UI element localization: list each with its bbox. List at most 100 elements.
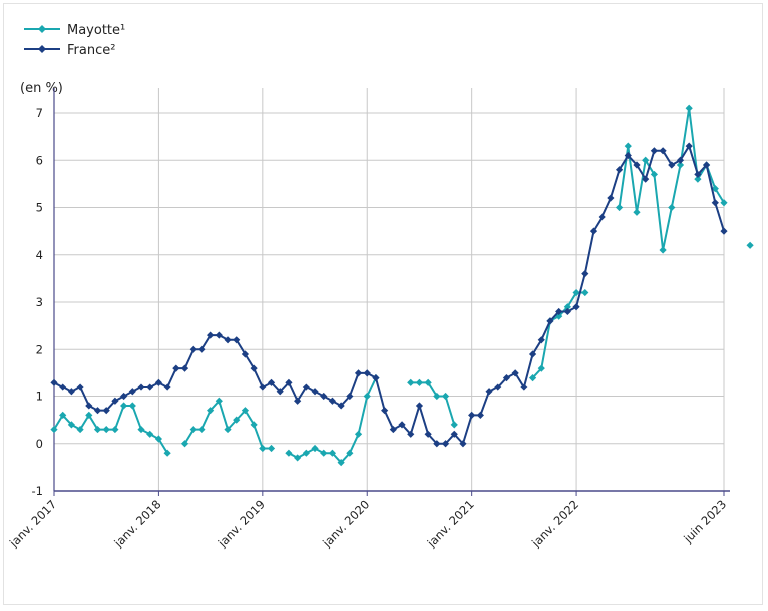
data-point [363,392,371,401]
y-tick-label: 2 [36,342,43,356]
data-point [520,383,528,391]
data-point [85,402,93,410]
data-point [624,142,632,150]
data-point [441,392,450,401]
data-point [676,156,685,164]
data-point [294,397,302,405]
grid [53,88,725,491]
data-point [572,288,580,297]
data-point [267,444,276,453]
data-point [67,421,76,429]
data-point [615,203,624,212]
data-point [354,430,363,438]
data-point [433,440,441,448]
data-point [93,425,102,434]
data-point [581,270,589,278]
data-point [346,392,354,401]
data-point [668,161,676,169]
y-tick-label: 1 [36,390,43,404]
series-line [53,145,725,445]
data-point [76,425,84,434]
data-point [285,378,293,386]
data-point [537,364,545,372]
x-tick-label: janv. 2017 [6,497,59,550]
legend-label: Mayotte¹ [67,23,125,38]
y-tick-label: 4 [36,248,43,262]
data-point [659,246,667,254]
data-point [207,407,215,415]
data-point [85,411,93,419]
data-point [259,383,267,391]
axes: -1 0 1 2 3 4 5 6 7 janv. 2017 janv. 2018 janv. 2019… [6,88,730,550]
data-point [624,151,632,160]
y-tick-label: 3 [36,295,43,309]
y-axis-unit-label: (en %) [20,81,63,96]
data-point [642,175,650,183]
data-point [407,430,415,438]
data-point [572,303,580,311]
data-point [76,383,84,391]
data-point [128,402,136,410]
data-point [433,392,441,401]
data-point [450,430,458,438]
data-point [328,397,337,405]
data-point [320,449,328,457]
data-point [328,449,337,457]
data-point [207,331,215,339]
data-point [50,425,58,434]
data-point [198,345,206,353]
data-point [563,303,571,311]
data-point [120,392,128,401]
data-point [650,170,658,179]
data-point [415,378,424,386]
data-point [102,407,110,415]
data-point [233,416,241,424]
data-point [302,449,310,457]
data-point [555,312,563,320]
data-point [259,444,267,453]
data-point [154,378,163,386]
data-point [528,350,537,358]
data-point [511,369,519,377]
data-point [711,199,719,207]
y-tick-label: 0 [36,437,43,451]
data-point [250,421,258,429]
data-point [320,392,328,401]
data-point [441,440,450,448]
data-point [120,402,128,410]
data-point [581,288,589,297]
data-point [128,388,136,396]
y-tick-label: -1 [32,484,43,498]
data-point [720,199,728,207]
data-point [685,104,693,112]
data-point [111,425,119,434]
data-point [67,388,76,396]
data-point [224,336,232,344]
legend-marker [38,25,46,33]
y-tick-label: 6 [36,153,43,167]
legend-label: France² [67,43,115,58]
data-point [485,388,493,396]
data-point [137,383,145,391]
data-point [224,425,232,434]
data-point [337,402,345,410]
data-point [598,213,606,221]
data-point [59,383,67,391]
data-point [102,425,110,434]
data-point [528,374,537,382]
data-point [720,227,728,235]
data-point [146,383,154,391]
data-point [93,407,102,415]
data-point [668,203,676,212]
data-point [546,317,554,325]
data-point [407,378,415,386]
data-point [50,378,58,386]
data-point [233,336,241,344]
data-point [172,364,180,372]
data-point [563,307,571,316]
data-point [250,364,258,372]
data-point [154,435,163,443]
data-point [311,388,319,396]
data-point [459,440,467,448]
